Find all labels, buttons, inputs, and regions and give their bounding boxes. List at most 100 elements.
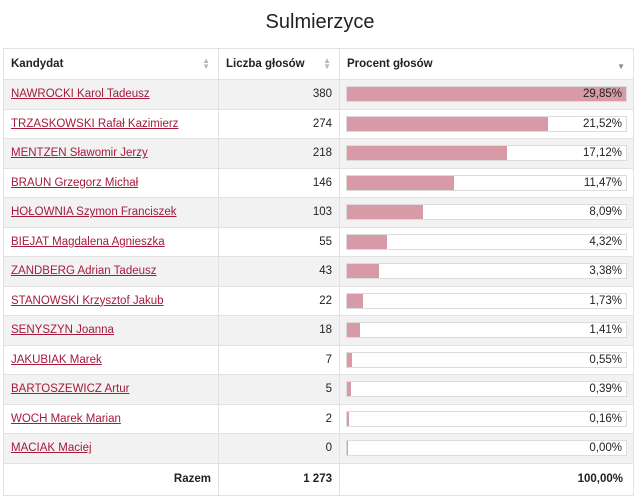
percent-bar-fill: [347, 234, 388, 249]
table-row: ZANDBERG Adrian Tadeusz 43 3,38%: [3, 256, 634, 287]
percent-value: 0,55%: [589, 353, 622, 366]
candidate-link[interactable]: MENTZEN Sławomir Jerzy: [11, 147, 148, 160]
candidate-cell: SENYSZYN Joanna: [3, 315, 219, 346]
candidate-cell: STANOWSKI Krzysztof Jakub: [3, 285, 219, 316]
candidate-cell: JAKUBIAK Marek: [3, 344, 219, 375]
percent-cell: 21,52%: [339, 108, 634, 139]
candidate-link[interactable]: MACIAK Maciej: [11, 442, 92, 455]
percent-bar: 3,38%: [346, 263, 627, 280]
percent-value: 21,52%: [582, 117, 622, 130]
candidate-link[interactable]: BIEJAT Magdalena Agnieszka: [11, 235, 165, 248]
table-row: WOCH Marek Marian 2 0,16%: [3, 403, 634, 434]
percent-bar-fill: [347, 323, 361, 338]
candidate-link[interactable]: NAWROCKI Karol Tadeusz: [11, 88, 150, 101]
percent-value: 3,38%: [589, 265, 622, 278]
candidate-cell: NAWROCKI Karol Tadeusz: [3, 79, 219, 110]
candidate-cell: ZANDBERG Adrian Tadeusz: [3, 256, 219, 287]
percent-value: 4,32%: [589, 235, 622, 248]
percent-value: 0,39%: [589, 383, 622, 396]
table-footer-row: Razem 1 273 100,00%: [3, 462, 634, 496]
percent-bar-fill: [347, 87, 626, 102]
table-header-row: Kandydat ▲ ▼ Liczba głosów ▲ ▼ Procent gło…: [3, 48, 634, 80]
sort-icon: ▲ ▼: [202, 56, 210, 71]
table-row: NAWROCKI Karol Tadeusz 380 29,85%: [3, 79, 634, 110]
percent-bar: 4,32%: [346, 233, 627, 250]
candidate-cell: MACIAK Maciej: [3, 433, 219, 464]
table-row: BIEJAT Magdalena Agnieszka 55 4,32%: [3, 226, 634, 257]
table-row: JAKUBIAK Marek 7 0,55%: [3, 344, 634, 375]
results-table: Kandydat ▲ ▼ Liczba głosów ▲ ▼ Procent gło…: [3, 48, 634, 496]
percent-cell: 0,39%: [339, 374, 634, 405]
percent-cell: 17,12%: [339, 138, 634, 169]
votes-cell: 218: [218, 138, 340, 169]
percent-bar: 17,12%: [346, 145, 627, 162]
column-header-votes[interactable]: Liczba głosów ▲ ▼: [218, 48, 340, 80]
candidate-cell: WOCH Marek Marian: [3, 403, 219, 434]
percent-bar: 0,00%: [346, 440, 627, 457]
percent-value: 17,12%: [582, 147, 622, 160]
percent-bar-fill: [347, 293, 364, 308]
percent-bar-fill: [347, 175, 455, 190]
percent-bar: 1,41%: [346, 322, 627, 339]
percent-bar: 0,55%: [346, 351, 627, 368]
percent-bar: 1,73%: [346, 292, 627, 309]
votes-cell: 146: [218, 167, 340, 198]
candidate-link[interactable]: ZANDBERG Adrian Tadeusz: [11, 265, 157, 278]
percent-cell: 0,00%: [339, 433, 634, 464]
percent-cell: 0,16%: [339, 403, 634, 434]
percent-bar: 8,09%: [346, 204, 627, 221]
percent-bar: 0,39%: [346, 381, 627, 398]
percent-bar: 29,85%: [346, 86, 627, 103]
percent-bar-fill: [347, 264, 379, 279]
candidate-link[interactable]: STANOWSKI Krzysztof Jakub: [11, 294, 164, 307]
candidate-cell: BRAUN Grzegorz Michał: [3, 167, 219, 198]
total-percent: 100,00%: [339, 462, 634, 496]
table-row: MACIAK Maciej 0 0,00%: [3, 433, 634, 464]
votes-cell: 274: [218, 108, 340, 139]
votes-cell: 5: [218, 374, 340, 405]
percent-cell: 0,55%: [339, 344, 634, 375]
candidate-link[interactable]: TRZASKOWSKI Rafał Kazimierz: [11, 117, 179, 130]
column-header-candidate[interactable]: Kandydat ▲ ▼: [3, 48, 219, 80]
percent-bar-fill: [347, 441, 349, 456]
percent-value: 29,85%: [582, 88, 622, 101]
percent-value: 1,41%: [589, 324, 622, 337]
percent-bar-fill: [347, 411, 350, 426]
table-row: STANOWSKI Krzysztof Jakub 22 1,73%: [3, 285, 634, 316]
votes-cell: 22: [218, 285, 340, 316]
percent-value: 11,47%: [583, 176, 622, 189]
candidate-link[interactable]: HOŁOWNIA Szymon Franciszek: [11, 206, 177, 219]
candidate-cell: HOŁOWNIA Szymon Franciszek: [3, 197, 219, 228]
table-row: SENYSZYN Joanna 18 1,41%: [3, 315, 634, 346]
sort-icon: ▲ ▼: [323, 56, 331, 71]
table-row: TRZASKOWSKI Rafał Kazimierz 274 21,52%: [3, 108, 634, 139]
total-votes: 1 273: [218, 462, 340, 496]
candidate-link[interactable]: WOCH Marek Marian: [11, 412, 121, 425]
candidate-link[interactable]: JAKUBIAK Marek: [11, 353, 102, 366]
percent-bar-fill: [347, 382, 351, 397]
percent-cell: 11,47%: [339, 167, 634, 198]
column-header-candidate-label: Kandydat: [11, 58, 64, 70]
percent-bar: 0,16%: [346, 410, 627, 427]
table-body: NAWROCKI Karol Tadeusz 380 29,85% TRZASKOWS…: [3, 79, 634, 464]
percent-cell: 3,38%: [339, 256, 634, 287]
votes-cell: 55: [218, 226, 340, 257]
candidate-cell: TRZASKOWSKI Rafał Kazimierz: [3, 108, 219, 139]
percent-bar: 11,47%: [346, 174, 627, 191]
percent-bar-fill: [347, 352, 353, 367]
column-header-percent[interactable]: Procent głosów ▼: [339, 48, 634, 80]
candidate-cell: MENTZEN Sławomir Jerzy: [3, 138, 219, 169]
votes-cell: 7: [218, 344, 340, 375]
candidate-link[interactable]: BARTOSZEWICZ Artur: [11, 383, 130, 396]
total-label: Razem: [3, 462, 219, 496]
votes-cell: 103: [218, 197, 340, 228]
column-header-percent-label: Procent głosów: [347, 58, 433, 70]
table-row: MENTZEN Sławomir Jerzy 218 17,12%: [3, 138, 634, 169]
votes-cell: 0: [218, 433, 340, 464]
percent-bar-fill: [347, 205, 423, 220]
candidate-link[interactable]: SENYSZYN Joanna: [11, 324, 114, 337]
candidate-link[interactable]: BRAUN Grzegorz Michał: [11, 176, 139, 189]
percent-cell: 8,09%: [339, 197, 634, 228]
percent-cell: 1,41%: [339, 315, 634, 346]
votes-cell: 2: [218, 403, 340, 434]
